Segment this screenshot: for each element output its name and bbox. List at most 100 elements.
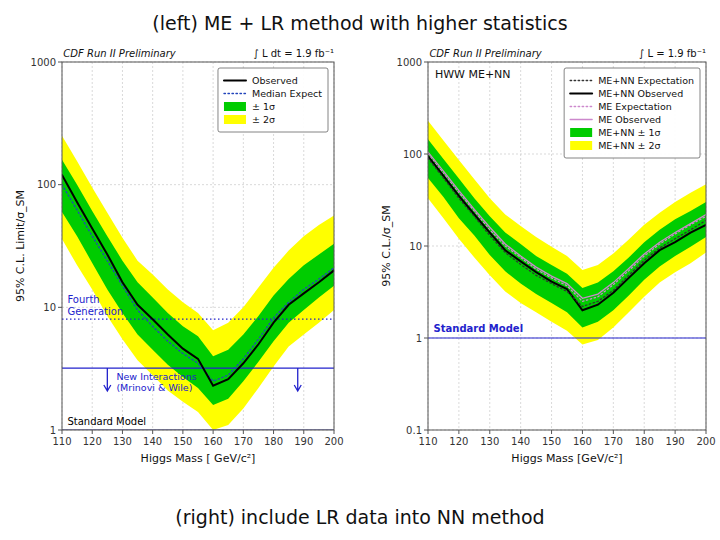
tick-label: 190 [294,436,313,447]
legend-entry: Median Expect [224,88,322,99]
annotations: CDF Run II Preliminary ∫ L = 1.9 fb⁻¹ HWW … [429,48,706,334]
legend-label: ME+NN ± 2σ [598,140,660,151]
tick-label: 160 [204,436,223,447]
legend-box [218,68,328,132]
tick [213,430,214,434]
annotation: HWW ME+NN [435,68,511,81]
tick-label: 110 [418,436,437,447]
x-axis-label: Higgs Mass [ GeV/c²] [141,452,256,465]
legend-entry: ME+NN Observed [570,88,683,99]
legend-label: ME Observed [598,114,661,125]
tick [58,307,62,308]
tick-label: 190 [666,436,685,447]
tick-label: 150 [173,436,192,447]
legend-entry: Observed [224,75,298,86]
reference-line [62,319,334,320]
legend-label: ME+NN ± 1σ [598,127,660,138]
plot: 1101201301401501601701801902001101001000… [14,48,344,465]
tick [334,430,335,434]
legend-label: ME+NN Observed [598,88,683,99]
legend-label: Observed [252,75,298,86]
tick-label: 120 [83,436,102,447]
tick-label: 140 [143,436,162,447]
tick [58,184,62,185]
x-axis-label: Higgs Mass [GeV/c²] [511,452,622,465]
tick [489,430,490,434]
legend-entry: ME Observed [570,114,661,125]
annotation-line: Standard Model [67,416,146,427]
y-axis-label: 95% C.L. Limit/σ_SM [14,190,27,302]
tick [182,430,183,434]
frame [428,62,706,430]
series-line [428,158,706,306]
tick [582,430,583,434]
plot-area [428,62,706,430]
tick [675,430,676,434]
legend-entry: ME+NN Expectation [570,75,694,86]
annotation-line: (Mrinovi & Wile) [116,382,192,393]
band [62,136,334,430]
legend-swatch [570,106,592,107]
annotation: Standard Model [67,416,146,427]
tick [424,154,428,155]
tick-label: 150 [542,436,561,447]
tick [58,62,62,63]
tick [122,430,123,434]
annotation: ∫ L dt = 1.9 fb⁻¹ [254,48,334,59]
reference-line [62,367,334,368]
tick [520,430,521,434]
tick-label: 130 [113,436,132,447]
legend-label: ME Expectation [598,101,672,112]
legend-label: ± 2σ [252,114,275,125]
tick-label: 10 [43,302,56,313]
tick-label: 100 [403,149,422,160]
legend-swatch [224,93,246,94]
tick [424,430,428,431]
title: (right) include LR data into NN method [175,506,544,528]
arrow [104,368,111,391]
tick [644,430,645,434]
axes: 1101201301401501601701801902000.11101001… [380,57,716,466]
legend: Observed Median Expect ± 1σ ± 2σ [218,68,328,132]
legend-entry: ME+NN ± 2σ [570,140,660,151]
legend-box [564,68,700,158]
legend-label: ME+NN Expectation [598,75,694,86]
plot-area [62,62,334,430]
y-axis-label: 95% C.L./σ_SM [380,205,393,286]
tick-label: 130 [480,436,499,447]
plot: 1101201301401501601701801902000.11101001… [380,48,716,465]
tick [551,430,552,434]
legend-label: ± 1σ [252,101,275,112]
tick-label: 10 [409,241,422,252]
legend-entry: ME Expectation [570,101,672,112]
tick-label: 110 [52,436,71,447]
tick [458,430,459,434]
tick-label: 100 [37,179,56,190]
tick [92,430,93,434]
reference-line [428,337,706,338]
legend-swatch [224,115,246,124]
tick-label: 180 [264,436,283,447]
annotations: CDF Run II Preliminary∫ L dt = 1.9 fb⁻¹F… [63,48,334,427]
tick-label: 1000 [31,57,56,68]
axes: 1101201301401501601701801902001101001000… [14,57,344,466]
series-line [62,175,334,386]
tick [428,430,429,434]
tick-label: 1 [416,333,422,344]
tick [424,246,428,247]
annotation: New Interactions(Mrinovi & Wile) [116,371,196,393]
tick [243,430,244,434]
tick [706,430,707,434]
annotation: ∫ L = 1.9 fb⁻¹ [639,48,706,59]
grid-line [428,338,706,339]
tick-label: 1 [50,425,56,436]
legend-swatch [570,119,592,120]
tick-label: 140 [511,436,530,447]
data [62,136,334,430]
annotation: CDF Run II Preliminary [429,48,542,59]
annotation-line: ∫ L = 1.9 fb⁻¹ [639,48,706,59]
legend-entry: ME+NN ± 1σ [570,127,660,138]
legend-entry: ± 2σ [224,114,275,125]
tick [303,430,304,434]
grid [428,62,706,430]
